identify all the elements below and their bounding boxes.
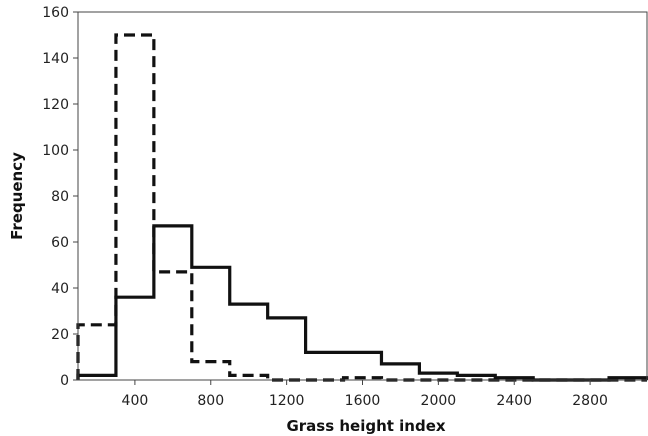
solid-bin: [268, 318, 306, 380]
x-tick-label: 2400: [496, 393, 532, 409]
y-tick-label: 120: [42, 97, 69, 113]
y-tick-label: 80: [51, 189, 69, 205]
axis-layer: 0 20 40 60 80 100 120 140 160 400 800 1200 1600 2000 2…: [42, 5, 648, 409]
x-axis-title: Grass height index: [286, 417, 445, 435]
dashed-bin: [78, 325, 116, 380]
y-tick-label: 40: [51, 281, 69, 297]
y-tick-label: 160: [42, 5, 69, 21]
solid-bin: [230, 304, 268, 380]
y-tick-label: 20: [51, 327, 69, 343]
x-tick-label: 2800: [572, 393, 608, 409]
solid-bin: [306, 352, 344, 380]
x-tick-label: 1600: [345, 393, 381, 409]
dashed-bin: [116, 35, 154, 380]
y-tick-label: 100: [42, 143, 69, 159]
y-axis-title: Frequency: [8, 152, 26, 240]
y-tick-label: 60: [51, 235, 69, 251]
dashed-bin: [192, 362, 230, 380]
y-tick-label: 0: [60, 373, 69, 389]
solid-bin: [344, 352, 382, 380]
dashed-bin: [154, 272, 192, 380]
x-tick-label: 2000: [421, 393, 457, 409]
y-tick-label: 140: [42, 51, 69, 67]
dashed-series-line: [76, 33, 647, 382]
x-tick-label: 400: [122, 393, 149, 409]
solid-bin: [381, 364, 419, 380]
x-tick-label: 800: [197, 393, 224, 409]
dashed-bin: [230, 375, 268, 380]
plot-layer: [76, 33, 648, 382]
x-tick-label: 1200: [269, 393, 305, 409]
